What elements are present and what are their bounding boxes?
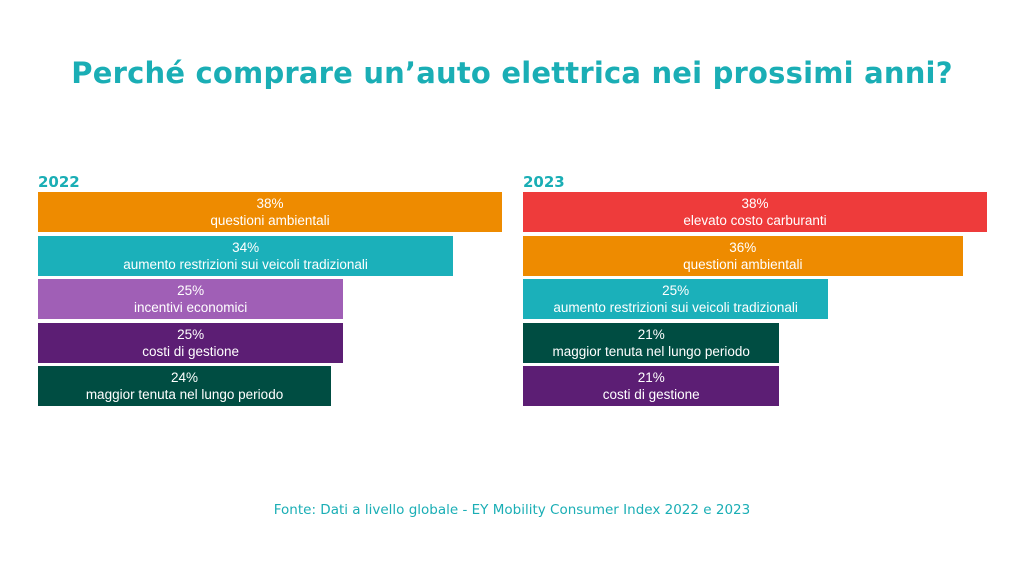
bar: 38% questioni ambientali <box>38 192 502 232</box>
bar-category-label: incentivi economici <box>133 300 248 315</box>
bar: 25% incentivi economici <box>38 279 344 319</box>
bar: 25% aumento restrizioni sui veicoli tradi… <box>523 279 829 319</box>
bar: 24% maggior tenuta nel lungo periodo <box>38 366 332 406</box>
bar: 36% questioni ambientali <box>523 235 963 276</box>
bar: 21% costi di gestione <box>523 366 780 406</box>
bar-value-label: 24% <box>171 370 199 385</box>
bar-value-label: 25% <box>177 283 205 298</box>
chart-title: Perché comprare un’auto elettrica nei pr… <box>71 56 953 90</box>
source-note: Fonte: Dati a livello globale - EY Mobil… <box>273 502 751 518</box>
bar-value-label: 25% <box>177 326 205 342</box>
bar-value-label: 36% <box>729 239 757 255</box>
bar: 38% elevato costo carburanti <box>523 192 987 232</box>
bar-value-label: 25% <box>662 283 690 298</box>
bars-2022: 38% questioni ambientali 34% aumento restri… <box>38 192 508 410</box>
year-label-2022: 2022 <box>38 173 80 191</box>
bar-value-label: 21% <box>637 370 665 385</box>
bar-value-label: 21% <box>637 326 665 342</box>
chart-panel-2023: 2023 38% elevato costo carburanti 36% quest… <box>523 172 993 410</box>
bar-category-label: aumento restrizioni sui veicoli tradizio… <box>553 300 798 315</box>
bar-value-label: 34% <box>232 239 260 255</box>
bar-category-label: elevato costo carburanti <box>683 213 827 228</box>
bar-category-label: questioni ambientali <box>683 256 803 272</box>
year-label-2023: 2023 <box>523 173 565 191</box>
bar-category-label: questioni ambientali <box>210 213 330 228</box>
bar: 21% maggior tenuta nel lungo periodo <box>523 322 780 363</box>
bar: 34% aumento restrizioni sui veicoli tradi… <box>38 235 454 276</box>
bars-2023: 38% elevato costo carburanti 36% questioni … <box>523 192 993 410</box>
bar-value-label: 38% <box>256 196 284 211</box>
chart-panel-2022: 2022 38% questioni ambientali 34% aumento r… <box>38 172 508 410</box>
bar-category-label: costi di gestione <box>602 387 700 402</box>
bar-category-label: aumento restrizioni sui veicoli tradizio… <box>123 256 368 272</box>
bar-category-label: maggior tenuta nel lungo periodo <box>552 343 750 359</box>
bar-category-label: maggior tenuta nel lungo periodo <box>85 387 284 402</box>
bar: 25% costi di gestione <box>38 322 344 363</box>
bar-category-label: costi di gestione <box>142 343 240 359</box>
bar-value-label: 38% <box>741 196 769 211</box>
